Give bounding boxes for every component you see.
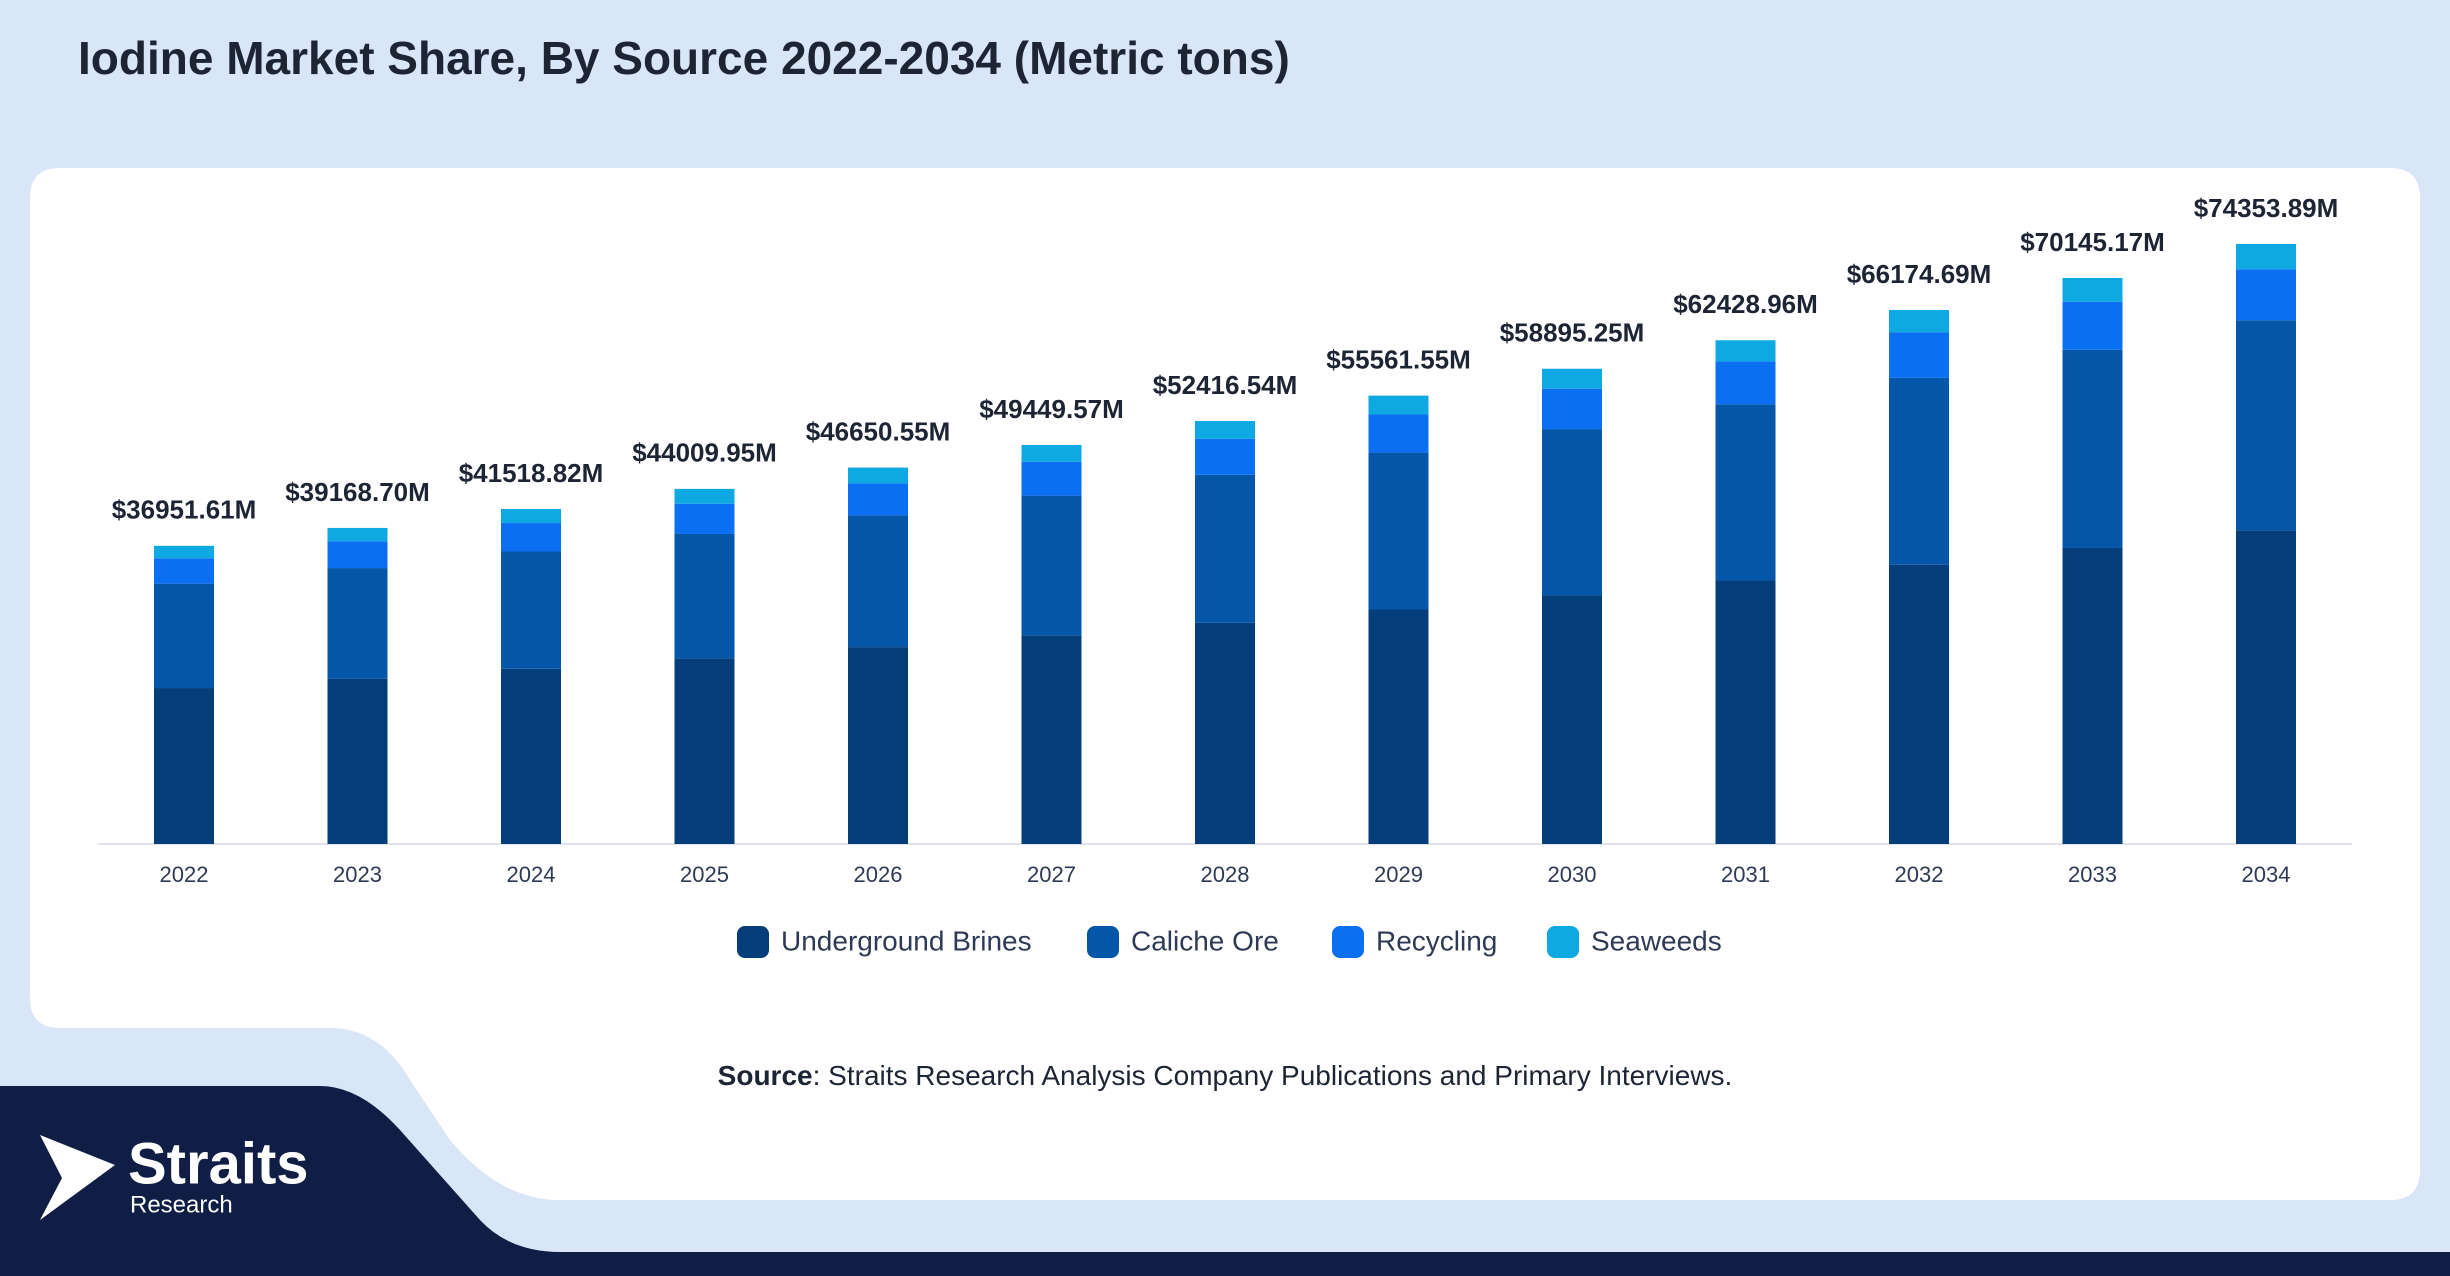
bar-segment <box>501 523 561 552</box>
total-label: $44009.95M <box>632 438 777 468</box>
bar-segment <box>1195 622 1255 844</box>
bar-segment <box>674 488 735 504</box>
bar-segment <box>501 508 561 524</box>
legend-swatch <box>737 926 769 958</box>
total-label: $66174.69M <box>1847 259 1992 289</box>
bar-segment <box>1368 452 1429 610</box>
logo-name: Straits <box>128 1131 309 1196</box>
bar-segment <box>327 568 388 679</box>
bar-segment <box>1021 495 1082 636</box>
bar-segment <box>674 658 735 844</box>
bar-segment <box>1715 361 1776 405</box>
x-tick-label: 2025 <box>680 862 729 887</box>
total-label: $55561.55M <box>1326 345 1471 375</box>
bar-segment <box>327 527 388 542</box>
bar-segment <box>1542 429 1602 596</box>
x-tick-label: 2031 <box>1721 862 1770 887</box>
total-label: $41518.82M <box>459 458 604 488</box>
bar-segment <box>848 467 908 484</box>
total-label: $62428.96M <box>1673 289 1818 319</box>
bar-segment <box>1021 635 1082 844</box>
chart-title: Iodine Market Share, By Source 2022-2034… <box>78 32 1290 84</box>
bar-segment <box>2236 320 2296 531</box>
bar-segment <box>848 647 908 844</box>
bar-segment <box>1542 595 1602 844</box>
bar-segment <box>2062 277 2123 302</box>
x-tick-label: 2024 <box>507 862 556 887</box>
total-label: $39168.70M <box>285 477 430 507</box>
bar-segment <box>1195 421 1255 439</box>
legend-label: Caliche Ore <box>1131 925 1279 956</box>
source-text: : Straits Research Analysis Company Publ… <box>813 1060 1733 1091</box>
x-tick-label: 2029 <box>1374 862 1423 887</box>
bar-segment <box>1195 474 1255 623</box>
x-tick-label: 2023 <box>333 862 382 887</box>
bar-segment <box>848 483 908 516</box>
total-label: $49449.57M <box>979 394 1124 424</box>
bar-segment <box>2062 349 2123 548</box>
logo-icon <box>40 1135 115 1220</box>
x-tick-label: 2028 <box>1201 862 1250 887</box>
bar-segment <box>2236 269 2296 321</box>
x-tick-label: 2034 <box>2242 862 2291 887</box>
legend-swatch <box>1332 926 1364 958</box>
bar-segment <box>1715 404 1776 581</box>
legend-swatch <box>1087 926 1119 958</box>
legend-label: Underground Brines <box>781 925 1032 956</box>
bar-segment <box>1021 461 1082 496</box>
bar-segment <box>1368 609 1429 844</box>
bar-segment <box>1889 310 1949 333</box>
bar-segment <box>2236 243 2296 270</box>
total-label: $36951.61M <box>112 495 257 525</box>
legend-swatch <box>1547 926 1579 958</box>
x-tick-label: 2032 <box>1895 862 1944 887</box>
bar-segment <box>154 688 214 844</box>
bar-segment <box>674 503 735 534</box>
bar-segment <box>848 515 908 648</box>
bar-segment <box>1021 444 1082 462</box>
bar-segment <box>154 545 214 559</box>
bar-segment <box>1368 395 1429 415</box>
x-tick-label: 2026 <box>854 862 903 887</box>
bar-segment <box>1715 340 1776 362</box>
bar-segment <box>2062 547 2123 844</box>
x-tick-label: 2022 <box>160 862 209 887</box>
bar-segment <box>501 551 561 669</box>
x-tick-label: 2030 <box>1548 862 1597 887</box>
bar-segment <box>1368 414 1429 453</box>
total-label: $70145.17M <box>2020 227 2165 257</box>
bar-segment <box>1715 580 1776 844</box>
x-tick-label: 2027 <box>1027 862 1076 887</box>
bar-segment <box>1195 438 1255 475</box>
bar-segment <box>674 533 735 659</box>
bar-segment <box>1542 368 1602 389</box>
bar-segment <box>1542 388 1602 430</box>
logo-tagline: Research <box>130 1191 233 1218</box>
legend-label: Recycling <box>1376 925 1497 956</box>
legend-label: Seaweeds <box>1591 925 1722 956</box>
bar-segment <box>1889 564 1949 844</box>
total-label: $52416.54M <box>1153 370 1298 400</box>
x-tick-label: 2033 <box>2068 862 2117 887</box>
bar-segment <box>327 678 388 844</box>
total-label: $46650.55M <box>806 416 951 446</box>
bar-segment <box>501 668 561 844</box>
footer-band <box>0 1086 2450 1276</box>
total-label: $74353.89M <box>2194 193 2339 223</box>
total-label: $58895.25M <box>1500 318 1645 348</box>
bar-segment <box>154 583 214 689</box>
bar-segment <box>2236 530 2296 844</box>
source-line: Source: Straits Research Analysis Compan… <box>718 1060 1733 1091</box>
bar-segment <box>327 541 388 569</box>
bar-segment <box>1889 332 1949 378</box>
bar-segment <box>2062 301 2123 350</box>
bar-segment <box>154 558 214 584</box>
source-label: Source <box>718 1060 813 1091</box>
bar-segment <box>1889 377 1949 565</box>
